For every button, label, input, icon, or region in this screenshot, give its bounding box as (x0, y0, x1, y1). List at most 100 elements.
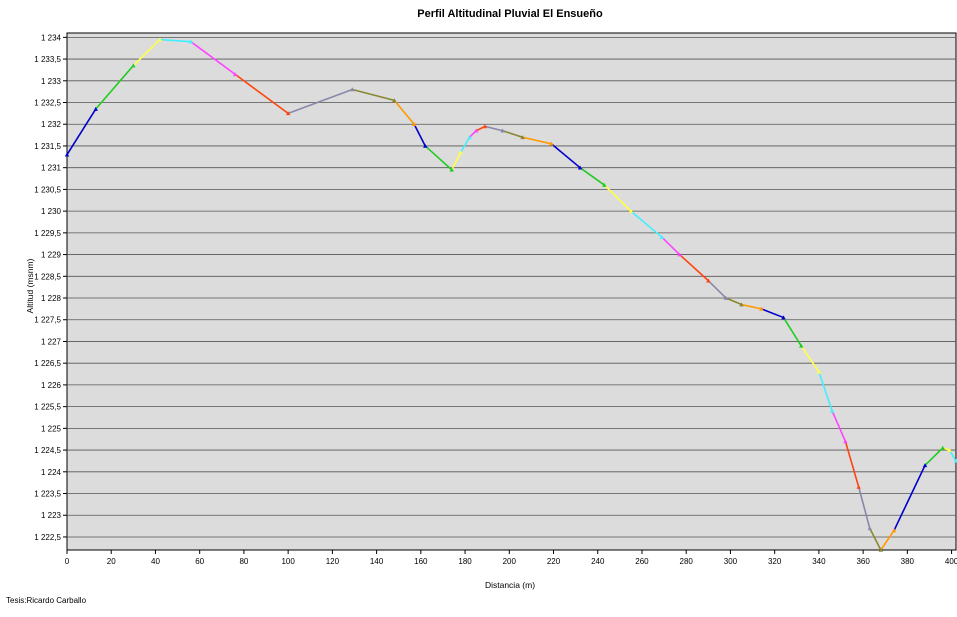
profile-segment (740, 303, 763, 310)
data-point-marker (64, 152, 70, 157)
profile-segment (459, 136, 471, 154)
data-point-marker (922, 463, 928, 468)
profile-segment (484, 125, 504, 132)
data-point-marker (759, 306, 764, 311)
profile-segment (893, 464, 926, 532)
data-point-marker (602, 182, 607, 187)
profile-segment (424, 145, 453, 171)
x-tick-label: 400 (945, 557, 957, 566)
x-tick-label: 380 (901, 557, 915, 566)
data-point-marker (392, 98, 397, 103)
y-tick-label: 1 225 (41, 424, 62, 433)
y-tick-label: 1 224,5 (34, 446, 61, 455)
plot-area (66, 32, 957, 551)
y-tick-label: 1 224 (41, 468, 62, 477)
y-tick-label: 1 225,5 (34, 403, 61, 412)
data-point-marker (723, 295, 729, 300)
profile-segment (501, 129, 524, 139)
x-tick-label: 160 (414, 557, 428, 566)
data-point-marker (628, 208, 634, 213)
x-tick-label: 300 (724, 557, 738, 566)
x-tick-label: 240 (591, 557, 605, 566)
profile-segment (782, 316, 802, 347)
data-point-marker (867, 526, 872, 531)
data-point-marker (781, 315, 786, 320)
y-tick-label: 1 227 (41, 337, 62, 346)
profile-segment (190, 40, 236, 76)
data-point-marker (449, 167, 454, 172)
x-tick-label: 140 (370, 557, 384, 566)
x-axis-ticks: 0 20 40 60 80 100 120 140 160 180 200 220 240 260 280 3… (65, 550, 957, 566)
data-point-marker (93, 106, 98, 111)
profile-segment (948, 449, 957, 462)
profile-segment (661, 236, 681, 256)
data-point-marker (411, 122, 417, 127)
profile-segment (725, 297, 743, 306)
x-tick-label: 80 (239, 557, 248, 566)
data-point-marker (953, 458, 957, 463)
profile-segment (159, 38, 192, 43)
x-tick-label: 340 (812, 557, 826, 566)
profile-segment (707, 279, 727, 299)
profile-markers (64, 37, 957, 552)
y-tick-label: 1 227,5 (34, 316, 61, 325)
x-tick-label: 0 (65, 557, 70, 566)
profile-segment (760, 308, 785, 319)
y-tick-label: 1 232 (41, 120, 62, 129)
y-tick-label: 1 230 (41, 207, 62, 216)
profile-segment (868, 527, 882, 551)
profile-segment (678, 253, 710, 282)
data-point-marker (467, 135, 472, 140)
y-axis-label: Altitud (msnm) (25, 258, 35, 313)
data-point-marker (829, 408, 835, 413)
data-point-marker (739, 302, 744, 307)
profile-segment (413, 123, 427, 147)
data-point-marker (500, 128, 505, 133)
data-point-marker (549, 141, 554, 146)
data-point-marker (458, 150, 463, 155)
profile-segment (630, 210, 663, 238)
y-tick-label: 1 226,5 (34, 359, 61, 368)
data-point-marker (131, 63, 136, 68)
profile-segment (393, 99, 415, 126)
x-tick-label: 220 (547, 557, 561, 566)
data-point-marker (520, 135, 525, 140)
x-tick-label: 20 (107, 557, 116, 566)
data-point-marker (659, 234, 665, 239)
data-point-marker (891, 528, 897, 533)
profile-segment (94, 64, 135, 110)
data-point-marker (947, 447, 952, 452)
data-point-marker (232, 72, 238, 77)
y-tick-label: 1 223,5 (34, 490, 61, 499)
data-point-marker (577, 165, 583, 170)
y-tick-label: 1 229 (41, 251, 62, 260)
profile-chart: Perfil Altitudinal Pluvial El Ensueño 1 … (25, 8, 957, 590)
y-tick-label: 1 233,5 (34, 55, 61, 64)
x-tick-label: 40 (151, 557, 160, 566)
data-point-marker (188, 39, 194, 44)
data-point-marker (816, 369, 822, 374)
x-tick-label: 100 (281, 557, 295, 566)
x-tick-label: 120 (326, 557, 340, 566)
y-tick-label: 1 228,5 (34, 272, 61, 281)
profile-segment (450, 151, 462, 171)
data-point-marker (350, 87, 355, 92)
x-tick-label: 200 (503, 557, 517, 566)
y-tick-label: 1 232,5 (34, 99, 61, 108)
x-axis-label: Distancia (m) (485, 580, 535, 590)
profile-segment (800, 345, 820, 373)
profile-segment (818, 371, 833, 412)
footer-credit: Tesis:Ricardo Carballo (6, 596, 87, 605)
data-point-marker (798, 343, 804, 348)
profile-segment (234, 73, 289, 115)
x-tick-label: 280 (680, 557, 694, 566)
data-point-marker (843, 439, 848, 444)
y-tick-label: 1 231,5 (34, 142, 61, 151)
y-tick-label: 1 229,5 (34, 229, 61, 238)
y-tick-label: 1 234 (41, 33, 62, 42)
data-point-marker (677, 252, 682, 257)
y-tick-label: 1 228 (41, 294, 62, 303)
profile-segment (351, 88, 396, 102)
y-tick-label: 1 230,5 (34, 185, 61, 194)
x-tick-label: 360 (856, 557, 870, 566)
